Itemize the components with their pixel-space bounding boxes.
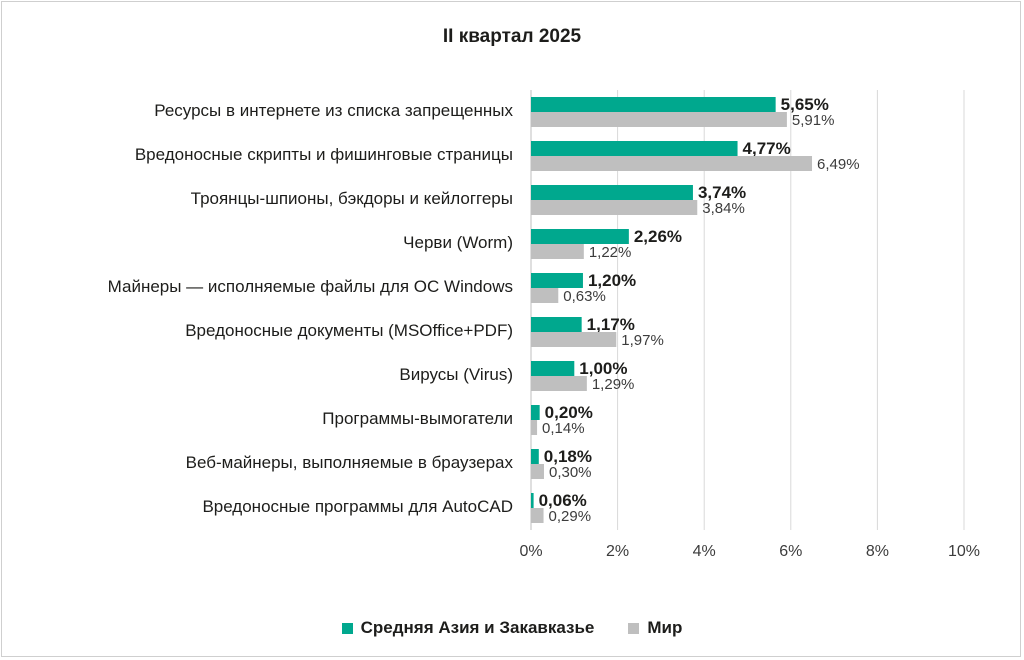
bar-series-2 bbox=[531, 244, 584, 259]
bar-series-1 bbox=[531, 405, 540, 420]
category-label: Вредоносные программы для AutoCAD bbox=[202, 497, 513, 516]
data-label-series-1: 0,06% bbox=[539, 491, 587, 510]
legend-item-series-1: Средняя Азия и Закавказье bbox=[341, 618, 595, 638]
legend: Средняя Азия и Закавказье Мир bbox=[0, 618, 1024, 638]
data-label-series-2: 0,14% bbox=[542, 420, 585, 437]
category-label: Вирусы (Virus) bbox=[399, 365, 513, 384]
bar-series-1 bbox=[531, 97, 776, 112]
x-tick-label: 4% bbox=[693, 543, 716, 560]
category-label: Программы-вымогатели bbox=[322, 409, 513, 428]
data-label-series-2: 6,49% bbox=[817, 156, 860, 173]
category-label: Вредоносные скрипты и фишинговые страниц… bbox=[135, 145, 513, 164]
data-label-series-2: 0,30% bbox=[549, 464, 592, 481]
data-label-series-1: 4,77% bbox=[743, 139, 791, 158]
legend-label-series-1: Средняя Азия и Закавказье bbox=[360, 618, 595, 637]
bar-series-2 bbox=[531, 112, 787, 127]
data-label-series-2: 5,91% bbox=[792, 112, 835, 129]
x-tick-label: 2% bbox=[606, 543, 629, 560]
bar-series-1 bbox=[531, 229, 629, 244]
data-label-series-1: 1,17% bbox=[587, 315, 635, 334]
x-tick-label: 6% bbox=[779, 543, 802, 560]
data-label-series-2: 3,84% bbox=[702, 200, 745, 217]
data-label-series-1: 1,00% bbox=[579, 359, 627, 378]
bar-series-2 bbox=[531, 376, 587, 391]
data-label-series-2: 1,29% bbox=[592, 376, 635, 393]
bar-series-1 bbox=[531, 273, 583, 288]
bar-series-1 bbox=[531, 493, 534, 508]
bar-series-1 bbox=[531, 449, 539, 464]
bar-series-1 bbox=[531, 141, 738, 156]
data-label-series-2: 0,63% bbox=[563, 288, 606, 305]
data-label-series-2: 1,22% bbox=[589, 244, 632, 261]
data-label-series-1: 0,18% bbox=[544, 447, 592, 466]
category-label: Майнеры — исполняемые файлы для ОС Windo… bbox=[108, 277, 513, 296]
x-tick-label: 10% bbox=[948, 543, 980, 560]
bar-series-2 bbox=[531, 288, 559, 303]
category-label: Ресурсы в интернете из списка запрещенны… bbox=[154, 101, 513, 120]
bar-series-2 bbox=[531, 156, 813, 171]
data-label-series-1: 3,74% bbox=[698, 183, 746, 202]
legend-swatch-series-2 bbox=[628, 622, 640, 634]
legend-label-series-2: Мир bbox=[647, 618, 683, 637]
category-label: Вредоносные документы (MSOffice+PDF) bbox=[185, 321, 513, 340]
x-tick-label: 0% bbox=[519, 543, 542, 560]
bar-series-2 bbox=[531, 464, 544, 479]
data-label-series-1: 2,26% bbox=[634, 227, 682, 246]
category-label: Троянцы-шпионы, бэкдоры и кейлоггеры bbox=[191, 189, 513, 208]
data-label-series-2: 1,97% bbox=[621, 332, 664, 349]
data-label-series-1: 5,65% bbox=[781, 95, 829, 114]
bar-series-2 bbox=[531, 420, 538, 435]
legend-item-series-2: Мир bbox=[628, 618, 682, 638]
chart-title: II квартал 2025 bbox=[442, 26, 582, 47]
x-tick-label: 8% bbox=[866, 543, 889, 560]
category-label: Черви (Worm) bbox=[403, 233, 513, 252]
bar-series-2 bbox=[531, 332, 617, 347]
legend-swatch-series-1 bbox=[341, 622, 353, 634]
data-label-series-1: 1,20% bbox=[588, 271, 636, 290]
bar-series-1 bbox=[531, 185, 693, 200]
data-label-series-2: 0,29% bbox=[549, 508, 592, 525]
data-label-series-1: 0,20% bbox=[545, 403, 593, 422]
bar-series-2 bbox=[531, 508, 544, 523]
bar-series-2 bbox=[531, 200, 698, 215]
bar-series-1 bbox=[531, 361, 575, 376]
category-label: Веб-майнеры, выполняемые в браузерах bbox=[186, 453, 514, 472]
bar-series-1 bbox=[531, 317, 582, 332]
